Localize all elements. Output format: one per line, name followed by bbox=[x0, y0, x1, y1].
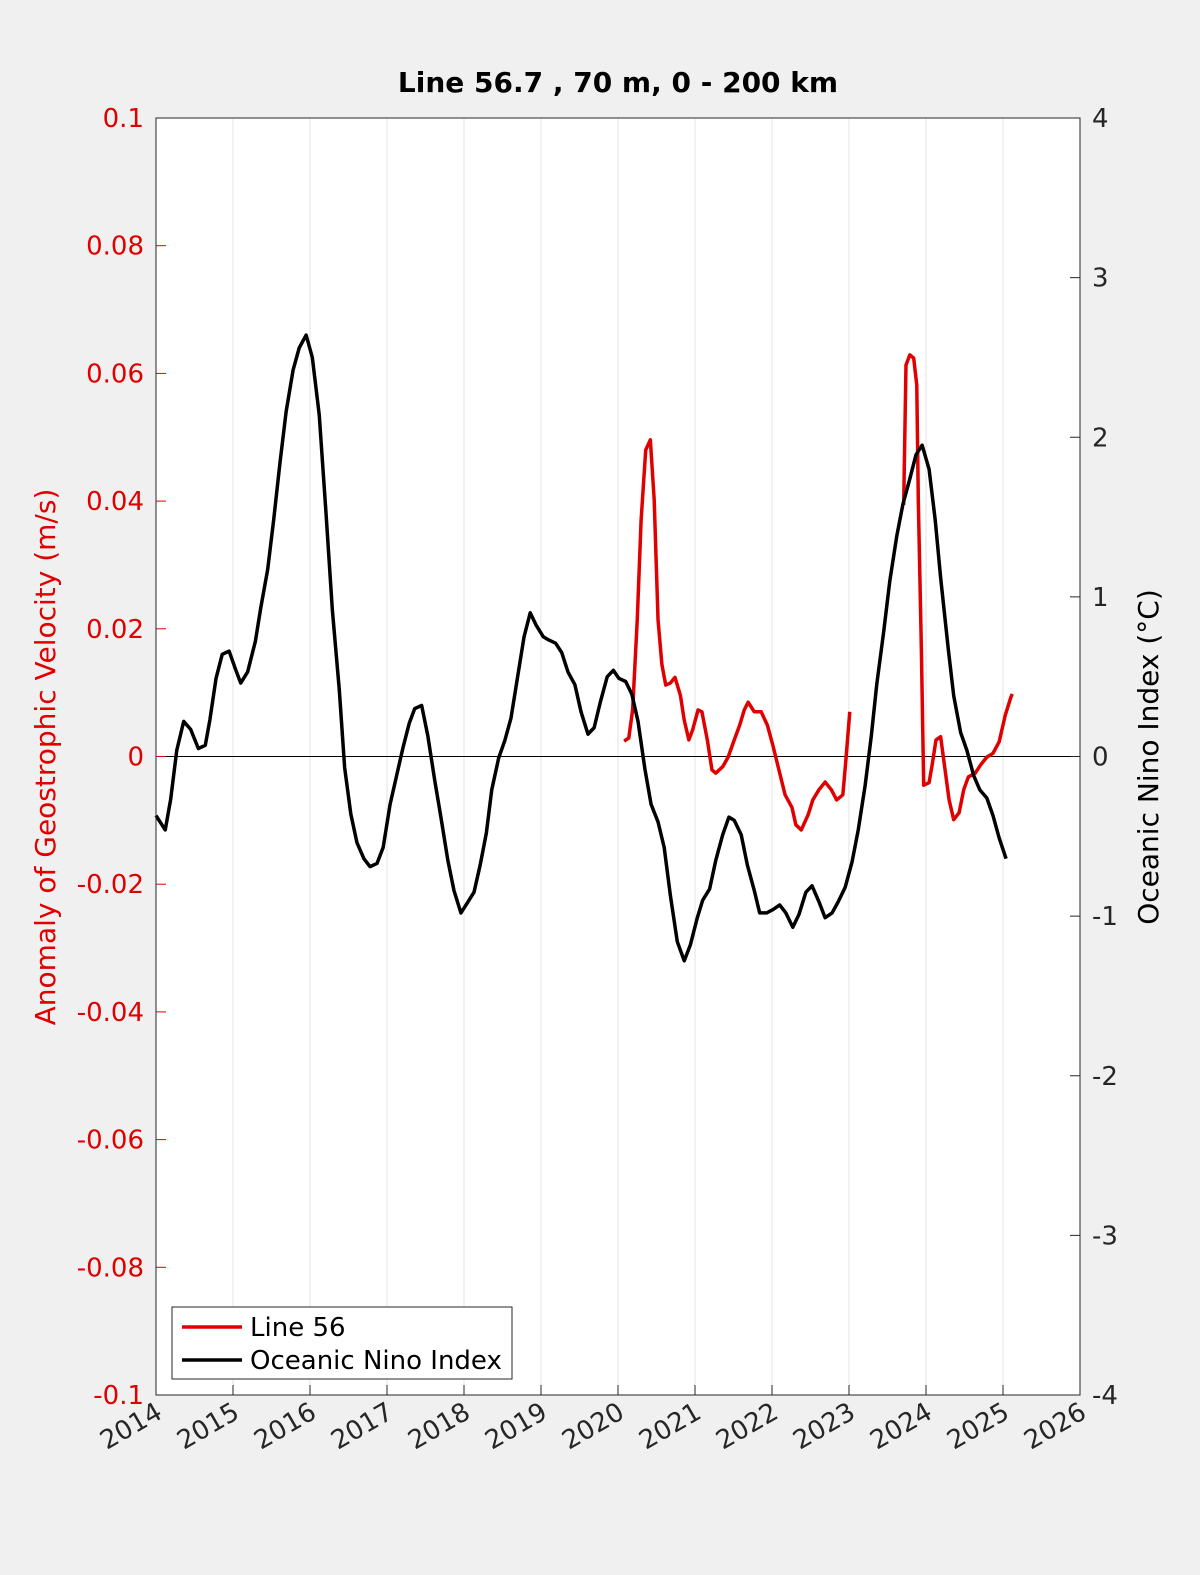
y-tick-label: -0.1 bbox=[93, 1381, 144, 1411]
y-tick-label: -0.06 bbox=[77, 1126, 144, 1156]
y-tick-label: 0.08 bbox=[86, 232, 144, 262]
y-tick-label: 0.06 bbox=[86, 359, 144, 389]
series-line bbox=[154, 333, 1008, 963]
legend-label: Line 56 bbox=[250, 1313, 346, 1343]
y2-tick-label: 1 bbox=[1092, 583, 1109, 613]
y-tick-label: 0.04 bbox=[86, 487, 144, 517]
y-tick-label: -0.08 bbox=[77, 1253, 144, 1283]
series-line bbox=[901, 353, 1014, 822]
y2-axis-label: Oceanic Nino Index (°C) bbox=[1132, 589, 1165, 925]
y-tick-label: 0 bbox=[127, 743, 144, 773]
chart-title: Line 56.7 , 70 m, 0 - 200 km bbox=[398, 66, 838, 99]
y2-tick-label: 0 bbox=[1092, 743, 1109, 773]
y-tick-label: 0.02 bbox=[86, 615, 144, 645]
axes-box bbox=[155, 117, 1081, 1396]
y2-tick-label: 2 bbox=[1092, 423, 1109, 453]
y-axis-label: Anomaly of Geostrophic Velocity (m/s) bbox=[29, 489, 62, 1026]
legend-box bbox=[171, 1306, 513, 1380]
y2-tick-label: -1 bbox=[1092, 902, 1118, 932]
line-layer bbox=[154, 333, 1014, 963]
y2-tick-label: 4 bbox=[1092, 104, 1109, 134]
series-line bbox=[623, 438, 852, 832]
y-tick-label: -0.02 bbox=[77, 870, 144, 900]
y-tick-label: 0.1 bbox=[103, 104, 144, 134]
y2-tick-label: -3 bbox=[1092, 1221, 1118, 1251]
y2-tick-label: -4 bbox=[1092, 1381, 1118, 1411]
y-tick-label: -0.04 bbox=[77, 998, 144, 1028]
legend-label: Oceanic Nino Index bbox=[250, 1346, 502, 1376]
y2-tick-label: -2 bbox=[1092, 1062, 1118, 1092]
y2-tick-label: 3 bbox=[1092, 264, 1109, 294]
